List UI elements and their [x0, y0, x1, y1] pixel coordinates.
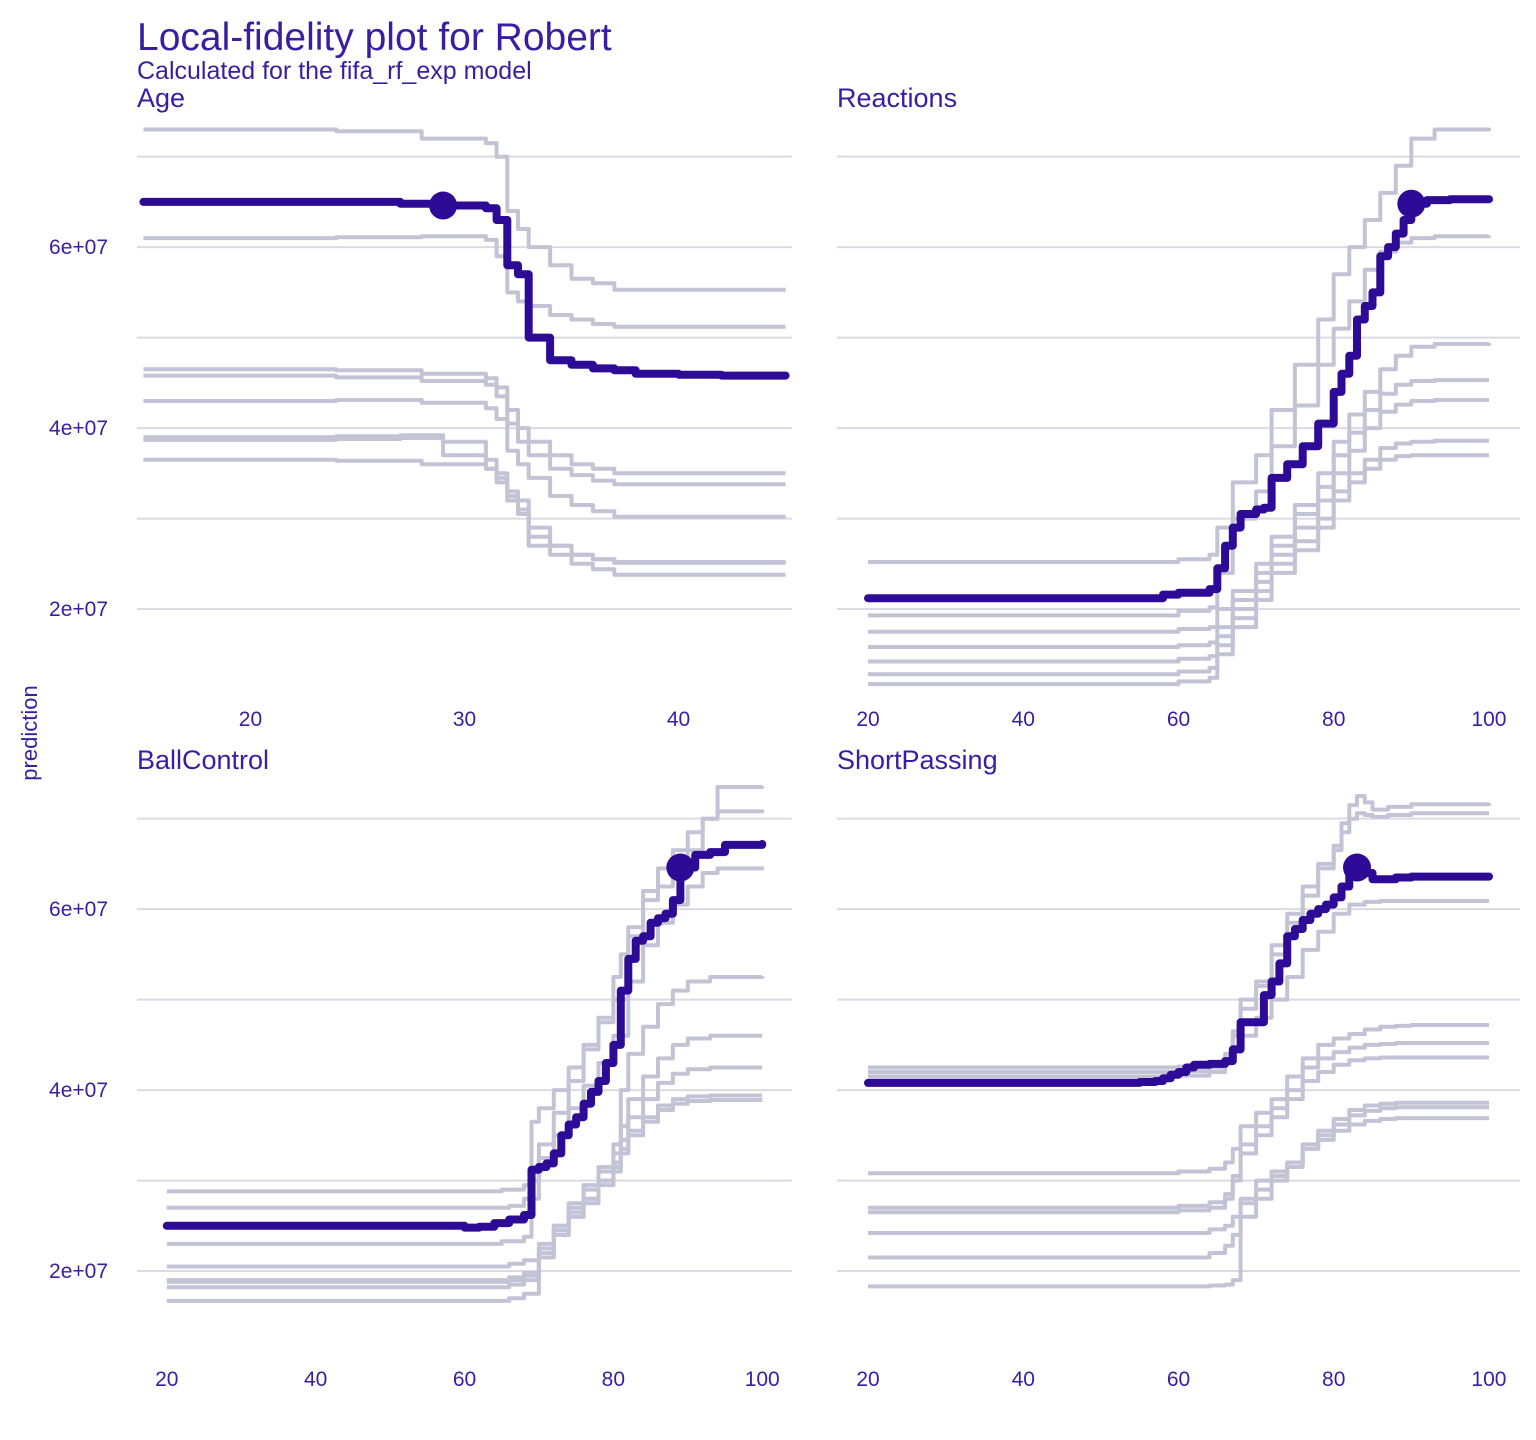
grid-lines: [837, 155, 1520, 611]
x-tick-label: 80: [1322, 1368, 1345, 1391]
y-tick-label: 4e+07: [49, 417, 108, 440]
highlight-profile: [864, 853, 1493, 1087]
observation-point: [1397, 189, 1426, 218]
x-tick-label: 20: [856, 1368, 879, 1391]
observation-point: [666, 853, 695, 882]
x-tick-label: 40: [1012, 1368, 1035, 1391]
x-tick-label: 60: [1167, 708, 1190, 731]
x-tick-label: 20: [155, 1368, 178, 1391]
x-tick-label: 40: [667, 708, 690, 731]
observation-profile-line: [162, 840, 767, 1232]
x-tick-label: 20: [239, 708, 262, 731]
background-profile-line: [868, 234, 1491, 618]
background-profile-line: [868, 1023, 1489, 1176]
x-tick-labels: 20 40 60 80 100: [155, 1368, 780, 1391]
observation-profile-line: [864, 195, 1493, 603]
background-profile-line: [868, 398, 1489, 664]
background-profiles: [868, 127, 1491, 687]
x-tick-labels: 20 30 40: [239, 708, 690, 731]
y-tick-labels: 2e+07 4e+07 6e+07: [49, 236, 108, 621]
x-tick-label: 40: [1012, 708, 1035, 731]
background-profiles: [868, 794, 1491, 1289]
panel-ballcontrol: BallControl 2e+07 4e+07 6e+07 20 40 60 80 100: [49, 745, 792, 1391]
x-tick-label: 30: [453, 708, 476, 731]
x-tick-label: 100: [1471, 1368, 1506, 1391]
highlight-profile: [139, 191, 790, 380]
x-tick-label: 80: [1322, 708, 1345, 731]
x-tick-label: 80: [602, 1368, 625, 1391]
x-tick-label: 100: [745, 1368, 780, 1391]
background-profile-line: [868, 811, 1489, 1074]
chart-title: Local-fidelity plot for Robert: [137, 16, 612, 59]
background-profile-line: [143, 436, 786, 577]
x-tick-label: 40: [304, 1368, 327, 1391]
background-profile-line: [868, 1055, 1489, 1215]
y-tick-label: 4e+07: [49, 1079, 108, 1102]
background-profile-line: [143, 367, 786, 476]
grid-lines: [837, 817, 1520, 1273]
x-tick-label: 60: [453, 1368, 476, 1391]
background-profile-line: [868, 127, 1491, 564]
x-tick-labels: 20 40 60 80 100: [856, 708, 1506, 731]
panel-reactions: Reactions 20 40 60 80 100: [837, 83, 1520, 731]
background-profile-line: [143, 127, 786, 292]
background-profile-line: [868, 1105, 1489, 1260]
grid-lines: [137, 817, 792, 1273]
x-tick-label: 60: [1167, 1368, 1190, 1391]
background-profile-line: [166, 1098, 763, 1303]
y-tick-label: 6e+07: [49, 898, 108, 921]
panel-title: BallControl: [137, 745, 269, 775]
panel-age: Age 2e+07 4e+07 6e+07 20 30 40: [49, 83, 792, 731]
background-profile-line: [143, 457, 786, 565]
highlight-profile: [162, 840, 767, 1232]
y-axis-label: prediction: [17, 685, 42, 780]
grid-lines: [137, 155, 792, 611]
background-profile-line: [143, 398, 786, 519]
background-profile-line: [166, 1093, 763, 1283]
background-profile-line: [143, 234, 786, 329]
y-tick-label: 2e+07: [49, 1260, 108, 1283]
chart-subtitle: Calculated for the fifa_rf_exp model: [137, 57, 532, 85]
observation-point: [1343, 853, 1372, 882]
panel-shortpassing: ShortPassing 20 40 60 80 100: [837, 745, 1520, 1391]
background-profile-line: [868, 453, 1489, 687]
background-profile-line: [166, 809, 765, 1210]
x-tick-label: 100: [1471, 708, 1506, 731]
y-tick-labels: 2e+07 4e+07 6e+07: [49, 898, 108, 1283]
panel-title: Age: [137, 83, 185, 113]
x-tick-labels: 20 40 60 80 100: [856, 1368, 1506, 1391]
panel-title: ShortPassing: [837, 745, 998, 775]
x-tick-label: 20: [856, 708, 879, 731]
background-profile-line: [868, 1116, 1489, 1289]
background-profile-line: [868, 899, 1489, 1079]
observation-point: [429, 191, 458, 220]
highlight-profile: [864, 189, 1493, 603]
panel-title: Reactions: [837, 83, 957, 113]
background-profiles: [143, 127, 786, 577]
y-tick-label: 6e+07: [49, 236, 108, 259]
background-profile-line: [868, 378, 1489, 649]
background-profile-line: [143, 373, 786, 487]
background-profiles: [166, 785, 765, 1303]
y-tick-label: 2e+07: [49, 598, 108, 621]
